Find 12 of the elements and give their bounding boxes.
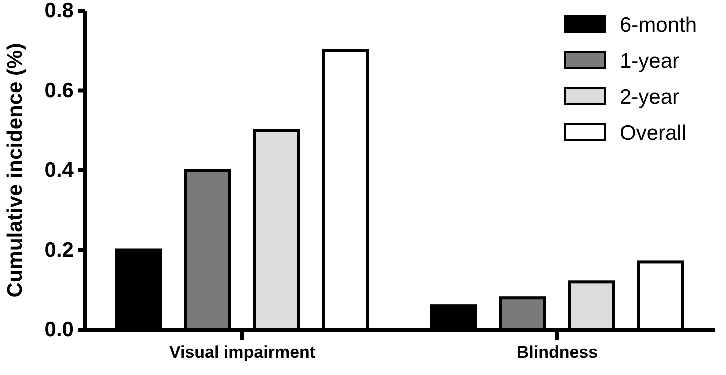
legend-label: 2-year — [620, 86, 680, 109]
y-axis-title: Cumulative incidence (%) — [4, 43, 27, 298]
legend-label: 6-month — [620, 14, 698, 37]
x-tick-label: Blindness — [516, 343, 598, 362]
legend-label: 1-year — [620, 50, 680, 73]
y-tick-label: 0.0 — [44, 318, 74, 342]
legend-label: Overall — [620, 122, 687, 145]
y-tick-label: 0.6 — [44, 79, 74, 102]
x-tick-label: Visual impairment — [169, 343, 316, 362]
y-tick-label: 0.8 — [44, 0, 74, 23]
y-tick-label: 0.4 — [44, 159, 74, 182]
y-tick-label: 0.2 — [44, 238, 74, 262]
